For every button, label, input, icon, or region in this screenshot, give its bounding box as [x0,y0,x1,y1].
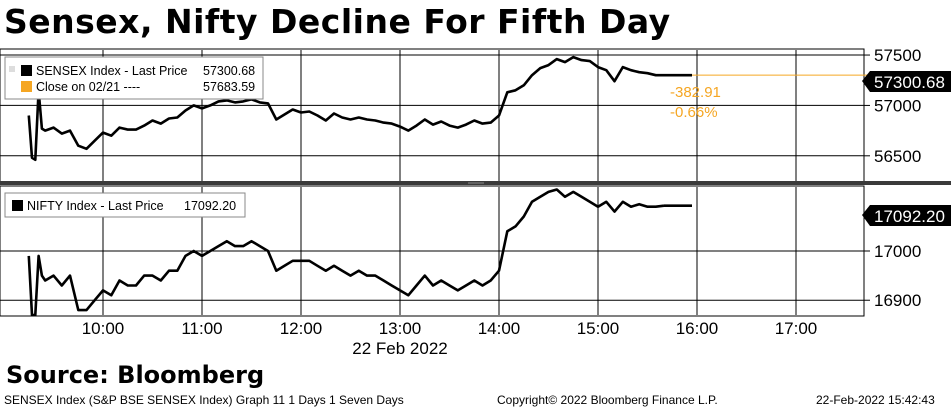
x-tick-label: 11:00 [181,319,222,338]
chart-headline: Sensex, Nifty Decline For Fifth Day [4,2,671,41]
x-axis-date-label: 22 Feb 2022 [352,339,447,358]
sensex-last-price-tag: 57300.68 [862,71,951,92]
nifty-series [27,188,692,317]
x-tick-label: 13:00 [379,319,422,338]
footer-right: 22-Feb-2022 15:42:43 [816,393,935,407]
y-tick-label: 57000 [874,96,921,115]
sensex-legend-swatch [21,65,32,76]
y-tick-label: 57500 [874,46,921,65]
x-tick-label: 12:00 [280,319,323,338]
nifty-price-line [27,188,665,317]
footer-center: Copyright© 2022 Bloomberg Finance L.P. [497,393,718,407]
y-tick-label: 17000 [874,242,921,261]
sensex-change-value: -382.91 [670,84,721,101]
x-tick-label: 15:00 [577,319,620,338]
nifty-last-price-tag: 17092.20 [862,205,951,226]
source-label: Source: Bloomberg [6,361,265,389]
y-tick-label: 56500 [874,147,921,166]
sensex-legend-value: 57300.68 [203,64,255,78]
sensex-series [27,55,692,162]
sensex-change-percent: -0.66% [670,104,718,121]
sensex-price-line [27,55,664,162]
x-tick-label: 17:00 [775,319,818,338]
x-tick-label: 16:00 [676,319,719,338]
close-legend-label: Close on 02/21 ---- [36,80,140,94]
close-legend-value: 57683.59 [203,80,255,94]
legend-collapse-icon[interactable] [9,66,15,72]
x-tick-label: 10:00 [82,319,125,338]
x-tick-label: 14:00 [478,319,521,338]
nifty-legend-label: NIFTY Index - Last Price [27,199,164,213]
sensex-legend-label: SENSEX Index - Last Price [36,64,188,78]
y-tick-label: 16900 [874,291,921,310]
close-legend-swatch [21,81,32,92]
nifty-last-price-text: 17092.20 [874,207,945,226]
sensex-last-price-text: 57300.68 [874,73,945,92]
nifty-legend[interactable]: NIFTY Index - Last Price 17092.20 [4,192,246,218]
nifty-legend-swatch [12,200,23,211]
footer-left: SENSEX Index (S&P BSE SENSEX Index) Grap… [4,393,404,407]
sensex-legend[interactable]: SENSEX Index - Last Price 57300.68 Close… [4,56,264,100]
axis-labels: 10:00 11:00 12:00 13:00 14:00 15:00 16:00 17:00… [82,46,922,338]
nifty-legend-value: 17092.20 [184,199,236,213]
